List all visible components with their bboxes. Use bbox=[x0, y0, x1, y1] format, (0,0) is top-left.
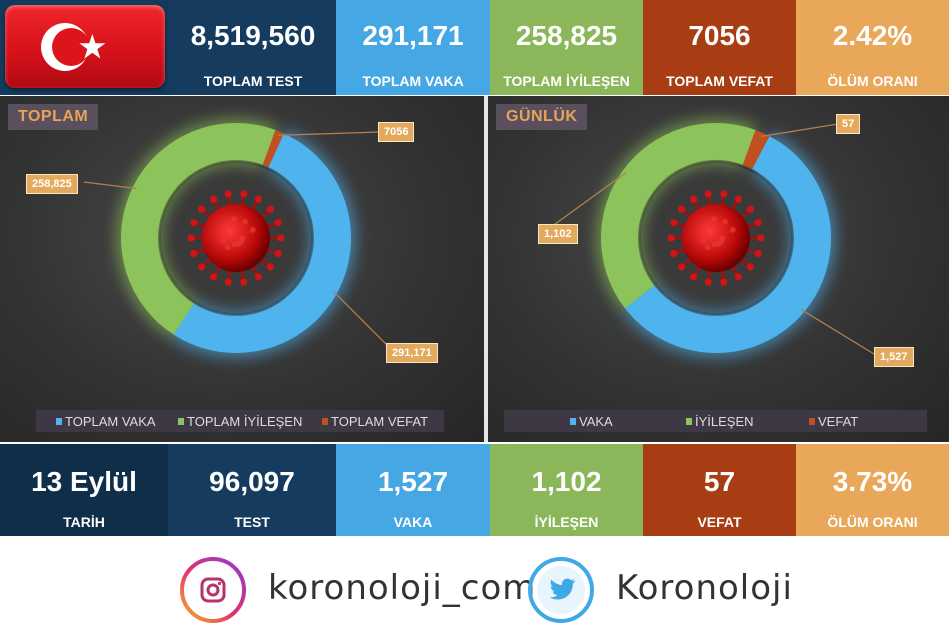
data-label: 291,171 bbox=[386, 343, 438, 363]
donut-slice-toplam-vefat bbox=[262, 129, 284, 168]
leader-line bbox=[332, 290, 393, 351]
donut-slice-vefat bbox=[742, 129, 770, 170]
legend-label: VAKA bbox=[579, 414, 613, 429]
leader-line bbox=[278, 131, 381, 136]
legend-label: TOPLAM İYİLEŞEN bbox=[187, 414, 303, 429]
header-stat-2: 258,825 TOPLAM İYİLEŞEN bbox=[490, 0, 643, 95]
stat-value: 291,171 bbox=[362, 20, 464, 51]
donut-slice-toplam-i̇yi̇leşen bbox=[121, 123, 276, 335]
stat-value: 57 bbox=[703, 466, 736, 497]
stat-value: 2.42% bbox=[832, 20, 913, 51]
header-stat-4: 2.42% ÖLÜM ORANI bbox=[796, 0, 949, 95]
data-label: 57 bbox=[836, 114, 861, 134]
stat-label: ÖLÜM ORANI bbox=[827, 73, 918, 89]
legend-item-vaka: TOPLAM VAKA bbox=[56, 414, 156, 429]
turkey-flag-icon bbox=[5, 5, 165, 88]
legend-item-iyilesen: İYİLEŞEN bbox=[686, 414, 754, 429]
legend-item-iyilesen: TOPLAM İYİLEŞEN bbox=[178, 414, 302, 429]
instagram-handle[interactable]: koronoloji_com bbox=[268, 568, 537, 608]
stat-label: VEFAT bbox=[697, 514, 742, 530]
stat-value: 13 Eylül bbox=[31, 466, 137, 497]
legend-label: TOPLAM VEFAT bbox=[331, 414, 429, 429]
data-label: 1,527 bbox=[874, 347, 914, 367]
stat-value: 96,097 bbox=[209, 466, 295, 497]
donut-slice-toplam-vaka bbox=[173, 133, 351, 353]
header-stat-3: 7056 TOPLAM VEFAT bbox=[643, 0, 796, 95]
stat-value: 3.73% bbox=[832, 466, 913, 497]
legend-total: TOPLAM VAKA TOPLAM İYİLEŞEN TOPLAM VEFAT bbox=[36, 410, 444, 432]
legend-label: VEFAT bbox=[818, 414, 859, 429]
legend-item-vefat: TOPLAM VEFAT bbox=[322, 414, 428, 429]
stat-value: 1,102 bbox=[531, 466, 602, 497]
donut-chart-daily bbox=[543, 118, 875, 358]
flag-cell bbox=[0, 0, 170, 95]
legend-item-vefat: VEFAT bbox=[809, 414, 858, 429]
footer-stat-4: 57 VEFAT bbox=[643, 444, 796, 536]
virus-icon bbox=[667, 190, 765, 286]
stat-value: 8,519,560 bbox=[190, 20, 316, 51]
leader-line bbox=[83, 181, 137, 190]
stat-value: 1,527 bbox=[377, 466, 449, 497]
legend-label: TOPLAM VAKA bbox=[65, 414, 156, 429]
footer-stat-5: 3.73% ÖLÜM ORANI bbox=[796, 444, 949, 536]
stat-label: TARİH bbox=[63, 514, 105, 530]
panel-total: TOPLAM TOPLAM VAKA TOPLAM İYİLEŞEN TOPLA… bbox=[0, 96, 484, 442]
header-stat-1: 291,171 TOPLAM VAKA bbox=[336, 0, 490, 95]
stat-label: İYİLEŞEN bbox=[534, 514, 599, 530]
stat-label: TOPLAM İYİLEŞEN bbox=[503, 73, 630, 89]
donut-slice-vaka bbox=[624, 136, 831, 353]
stat-label: TOPLAM TEST bbox=[203, 73, 303, 89]
data-label: 7056 bbox=[378, 122, 415, 142]
legend-daily: VAKA İYİLEŞEN VEFAT bbox=[504, 410, 927, 432]
stat-label: ÖLÜM ORANI bbox=[827, 514, 918, 530]
stat-value: 7056 bbox=[688, 20, 751, 51]
footer-stat-3: 1,102 İYİLEŞEN bbox=[490, 444, 643, 536]
panel-title-total: TOPLAM bbox=[8, 104, 99, 130]
panel-title-daily: GÜNLÜK bbox=[496, 104, 588, 130]
legend-label: İYİLEŞEN bbox=[695, 414, 754, 429]
footer-stat-0: 13 Eylül TARİH bbox=[0, 444, 168, 536]
header-stat-0: 8,519,560 TOPLAM TEST bbox=[170, 0, 336, 95]
data-label: 258,825 bbox=[26, 174, 78, 194]
twitter-bird-icon[interactable] bbox=[528, 557, 594, 623]
stat-label: TOPLAM VAKA bbox=[362, 73, 464, 89]
panel-divider bbox=[484, 96, 488, 442]
stat-value: 258,825 bbox=[515, 20, 618, 51]
data-label: 1,102 bbox=[538, 224, 578, 244]
stat-label: TOPLAM VEFAT bbox=[666, 73, 773, 89]
instagram-icon[interactable] bbox=[180, 557, 246, 623]
footer-stat-1: 96,097 TEST bbox=[168, 444, 336, 536]
footer-stat-2: 1,527 VAKA bbox=[336, 444, 490, 536]
stat-label: TEST bbox=[234, 514, 270, 530]
leader-line bbox=[760, 123, 839, 138]
virus-icon bbox=[187, 190, 285, 286]
panel-daily: GÜNLÜK VAKA İYİLEŞEN VEFAT 1,527 1,102 57 bbox=[488, 96, 949, 442]
leader-line bbox=[543, 171, 627, 233]
donut-chart-total bbox=[83, 118, 393, 358]
donut-slice-i̇yi̇leşen bbox=[601, 123, 756, 309]
stat-label: VAKA bbox=[393, 514, 433, 530]
leader-line bbox=[800, 308, 875, 355]
legend-item-vaka: VAKA bbox=[570, 414, 613, 429]
twitter-handle[interactable]: Koronoloji bbox=[616, 568, 793, 608]
